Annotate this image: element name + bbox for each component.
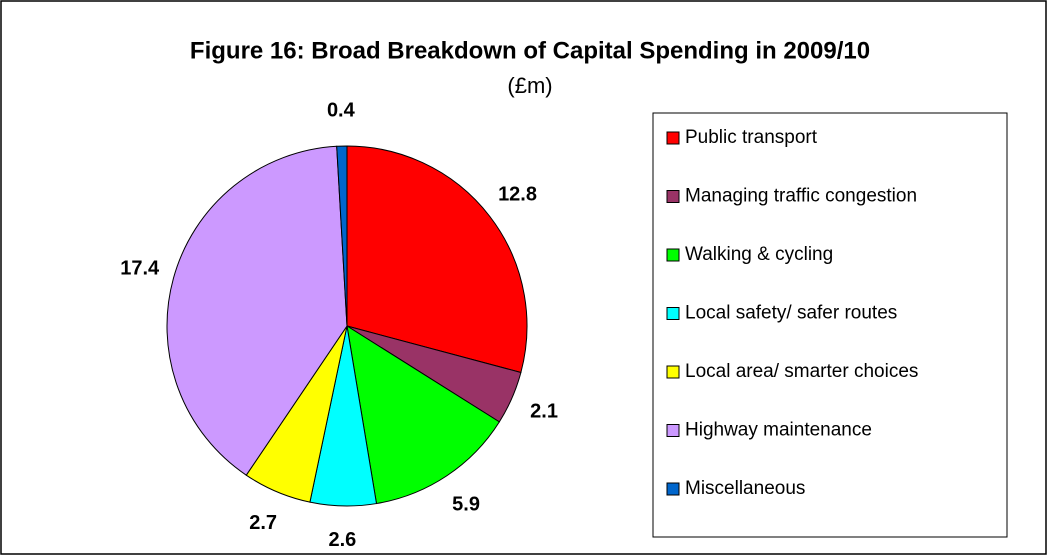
legend-swatch: [666, 482, 680, 496]
data-label: 2.1: [530, 400, 558, 422]
legend-label: Managing traffic congestion: [685, 186, 917, 207]
pie-slice: [336, 145, 348, 327]
data-label: 12.8: [498, 183, 537, 205]
data-label: 17.4: [120, 257, 160, 279]
legend-label: Public transport: [685, 127, 818, 148]
legend-swatch: [666, 190, 680, 203]
legend-label: Highway maintenance: [685, 420, 872, 441]
chart-subtitle: (£m): [507, 73, 552, 98]
legend-label: Walking & cycling: [685, 244, 833, 265]
data-label: 2.6: [328, 529, 356, 551]
legend-label: Local area/ smarter choices: [685, 361, 918, 382]
legend-swatch: [666, 365, 680, 379]
pie-slice: [346, 145, 528, 374]
legend-swatch: [666, 248, 680, 262]
data-label: 2.7: [249, 512, 277, 534]
pie-slice: [166, 145, 348, 476]
data-label: 5.9: [452, 493, 480, 515]
legend-label: Local safety/ safer routes: [685, 303, 897, 324]
legend-label: Miscellaneous: [685, 478, 805, 499]
legend-swatch: [666, 424, 680, 437]
pie-slice: [346, 324, 501, 505]
data-label: 0.4: [327, 99, 356, 121]
legend-swatch: [666, 307, 680, 320]
legend-box: [652, 112, 1008, 538]
chart-title: Figure 16: Broad Breakdown of Capital Sp…: [190, 37, 870, 64]
legend-swatch: [666, 131, 680, 145]
